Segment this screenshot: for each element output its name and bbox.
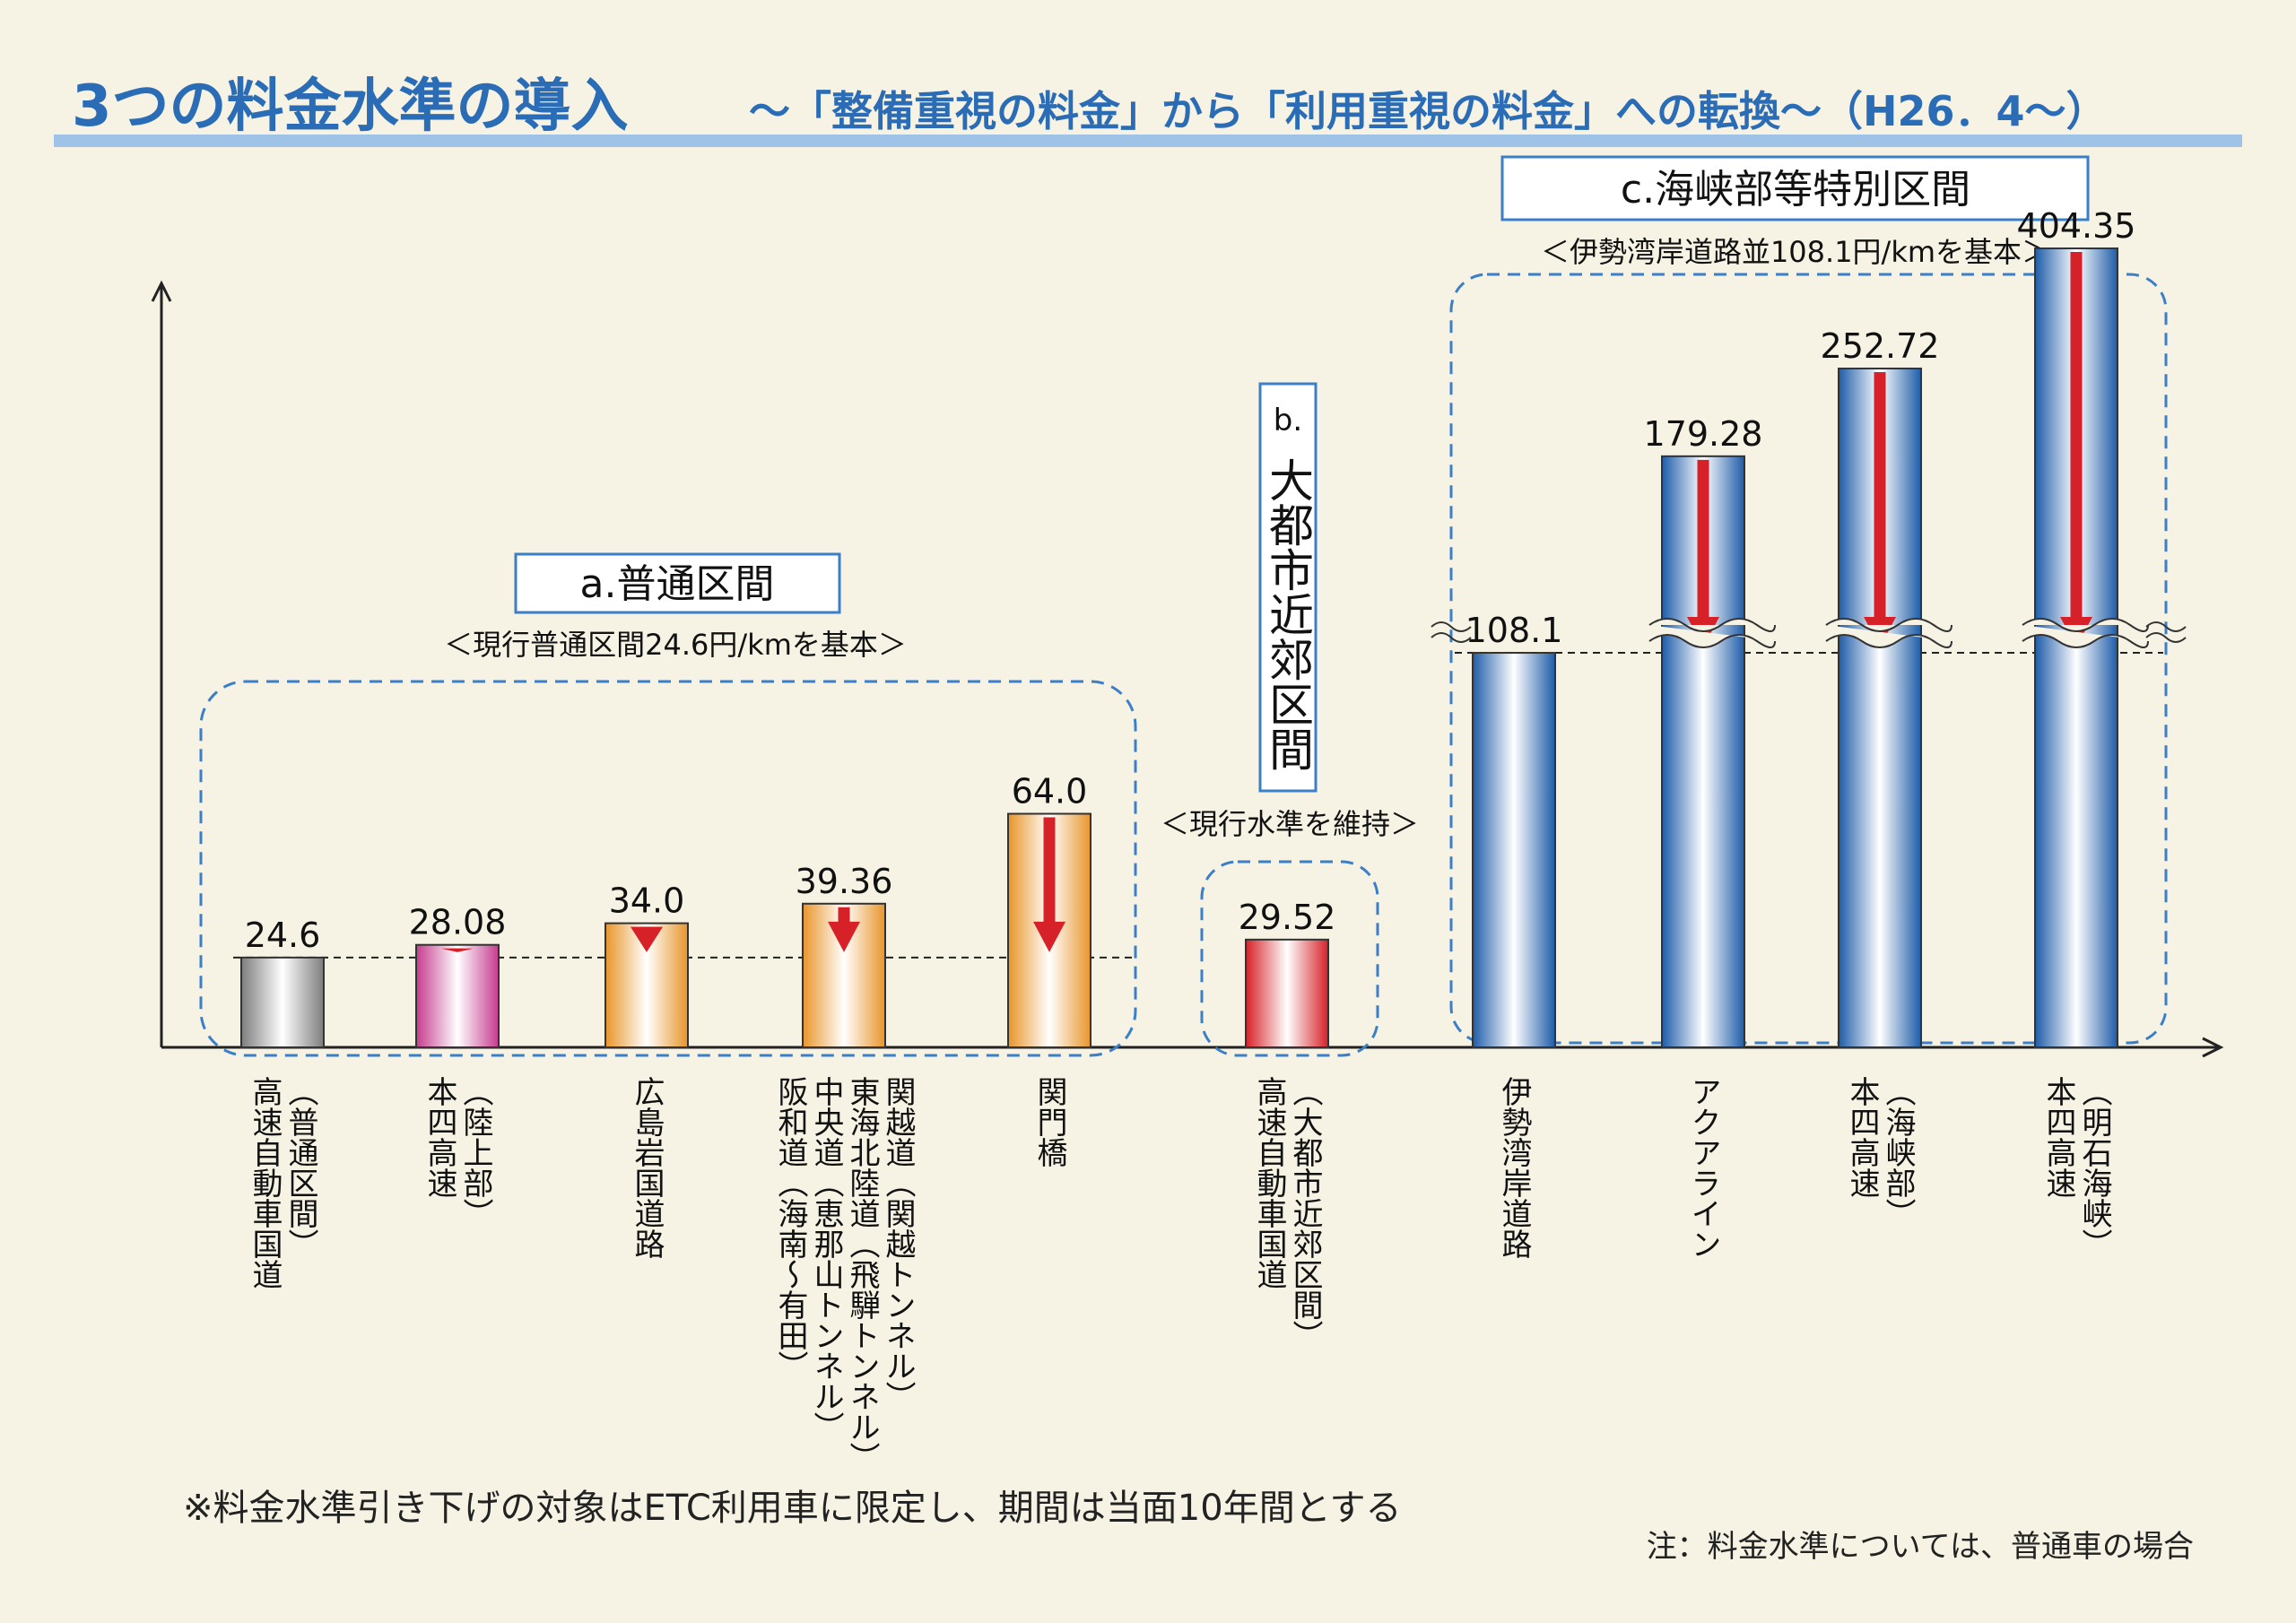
x-tick-label: 関越道（関越トンネル） (880, 1076, 916, 1411)
group-label-box (1500, 155, 2090, 221)
x-tick-label: 東海北陸道（飛騨トンネル） (844, 1076, 880, 1472)
x-tick-label: （大都市近郊区間） (1287, 1076, 1323, 1350)
chart-title: 3つの料金水準の導入 (72, 74, 629, 140)
bar (1661, 455, 1745, 1048)
axis-break (1649, 619, 1775, 647)
bar (1472, 652, 1556, 1049)
x-tick-label: 関門橋 (1031, 1076, 1067, 1167)
group-box (199, 680, 1137, 1057)
x-tick-label: 伊勢湾岸道路 (1496, 1076, 1532, 1259)
group-note: ＜現行普通区間24.6円/kmを基本＞ (444, 628, 907, 662)
group-box (1200, 860, 1379, 1057)
axis-break-line (2022, 634, 2149, 648)
value-label: 404.35 (2017, 206, 2136, 246)
value-label: 34.0 (609, 881, 685, 921)
plot: a.普通区間 ＜現行普通区間24.6円/kmを基本＞ b. 大都市近郊区間 ＜現行水準を… (151, 155, 2224, 1472)
group-name: 大都市近郊区間 (1262, 457, 1314, 771)
x-axis-arrow (2202, 1037, 2224, 1058)
group-label-box (514, 552, 841, 614)
axis-break-symbol (2145, 621, 2187, 643)
reduction-arrow-head (1033, 921, 1065, 952)
axis-break-line (1825, 618, 1952, 632)
group-label-box (1258, 382, 1318, 793)
x-tick-label: （明石海峡） (2076, 1076, 2112, 1259)
x-tick-label: アクアライン (1685, 1076, 1721, 1259)
note: 注：料金水準については、普通車の場合 (1647, 1529, 2194, 1565)
axis-break-line (1648, 618, 1776, 632)
group-label: a.普通区間 (580, 561, 775, 607)
value-label: 24.6 (245, 916, 321, 955)
axis-break-symbol (1431, 621, 1472, 643)
value-label: 28.08 (409, 903, 507, 942)
bar (1245, 938, 1329, 1049)
x-tick-label: （海峡部） (1880, 1076, 1916, 1228)
bar (415, 943, 500, 1048)
chart-subtitle: ～「整備重視の料金」から「利用重視の料金」への転換～（H26．4～） (749, 87, 2108, 135)
title-underline (54, 135, 2242, 147)
value-label: 39.36 (796, 862, 893, 901)
axis-break (1826, 619, 1952, 647)
value-label: 252.72 (1821, 326, 1940, 366)
group-box (1449, 273, 2168, 1045)
reduction-arrow-head (441, 948, 474, 952)
group-label: c.海峡部等特別区間 (1621, 167, 1970, 213)
x-tick-label: 本四高速 (1844, 1076, 1880, 1198)
reduction-arrow-head (828, 921, 860, 952)
x-tick-label: 阪和道（海南～有田） (772, 1076, 808, 1381)
group-note: ＜伊勢湾岸道路並108.1円/kmを基本＞ (1541, 235, 2050, 269)
footnote: ※料金水準引き下げの対象はETC利用車に限定し、期間は当面10年間とする (183, 1488, 1402, 1529)
value-label: 64.0 (1012, 772, 1088, 812)
x-tick-label: （普通区間） (283, 1076, 318, 1259)
y-axis-arrow (151, 280, 172, 302)
x-tick-label: 広島岩国道路 (629, 1076, 665, 1259)
x-tick-label: 高速自動車国道 (1251, 1076, 1287, 1289)
x-tick-label: 本四高速 (2040, 1076, 2076, 1198)
group-label: b. (1274, 403, 1302, 438)
x-tick-label: 本四高速 (422, 1076, 457, 1198)
x-tick-label: （陸上部） (457, 1076, 493, 1228)
axis-break-line (2022, 618, 2149, 632)
bar (240, 956, 325, 1049)
axis-break-line (1825, 634, 1952, 648)
value-label: 29.52 (1239, 898, 1336, 937)
x-tick-label: 高速自動車国道 (247, 1076, 283, 1289)
axis-break-line (1648, 634, 1776, 648)
reduction-arrow-head (631, 926, 663, 952)
group-note: ＜現行水準を維持＞ (1161, 807, 1419, 841)
value-label: 108.1 (1465, 611, 1563, 650)
value-label: 179.28 (1644, 414, 1763, 454)
x-tick-label: 中央道（恵那山トンネル） (808, 1076, 844, 1442)
axis-break (2022, 619, 2148, 647)
